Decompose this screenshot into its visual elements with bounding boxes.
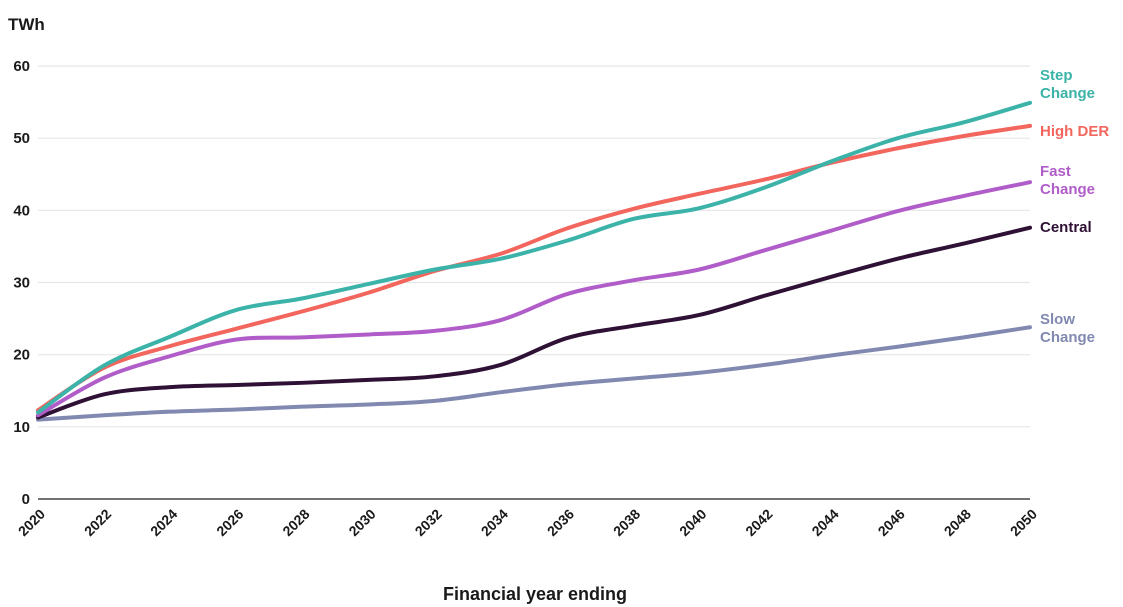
label-line: Change	[1040, 181, 1095, 198]
x-tick-label: 2050	[1007, 506, 1040, 539]
x-tick-label: 2046	[875, 506, 908, 539]
label-line: Central	[1040, 219, 1092, 236]
x-tick-label: 2028	[279, 506, 312, 539]
gridlines	[38, 65, 1030, 428]
label-line: Change	[1040, 329, 1095, 346]
x-tick-label: 2030	[345, 506, 378, 539]
y-tick-label: 40	[13, 202, 30, 219]
y-tick-label: 60	[13, 58, 30, 75]
x-tick-label: 2034	[478, 506, 511, 539]
high-der-line	[36, 123, 1032, 413]
label-line: High DER	[1040, 123, 1109, 140]
central-line	[36, 225, 1032, 420]
y-tick-label: 10	[13, 419, 30, 436]
x-tick-label: 2024	[147, 506, 180, 539]
slow-change-label: Slow Change	[1040, 311, 1095, 346]
x-tick-label: 2048	[941, 506, 974, 539]
fast-change-label: Fast Change	[1040, 163, 1095, 198]
label-line: Slow	[1040, 311, 1075, 328]
high-der-label: High DER	[1040, 123, 1109, 140]
x-tick-label: 2026	[213, 506, 246, 539]
x-tick-label: 2042	[742, 506, 775, 539]
y-tick-label: 20	[13, 347, 30, 364]
x-tick-label: 2022	[81, 506, 114, 539]
fast-change-line	[36, 180, 1032, 418]
y-tick-label: 0	[22, 491, 30, 508]
y-tick-label: 50	[13, 130, 30, 147]
x-tick-label: 2038	[610, 506, 643, 539]
step-change-line	[36, 100, 1032, 415]
label-line: Fast	[1040, 163, 1071, 180]
step-change-label: Step Change	[1040, 67, 1095, 102]
x-tick-label: 2020	[15, 506, 48, 539]
x-axis-label: Financial year ending	[443, 584, 627, 604]
x-tick-label: 2032	[412, 506, 445, 539]
label-line: Change	[1040, 85, 1095, 102]
x-tick-label: 2044	[808, 506, 841, 539]
y-axis-label: TWh	[8, 15, 45, 34]
series-lines	[36, 100, 1032, 422]
central-label: Central	[1040, 219, 1092, 236]
x-tick-label: 2040	[676, 506, 709, 539]
y-tick-label: 30	[13, 275, 30, 292]
slow-change-line	[36, 325, 1032, 422]
x-tick-label: 2036	[544, 506, 577, 539]
label-line: Step	[1040, 67, 1073, 84]
